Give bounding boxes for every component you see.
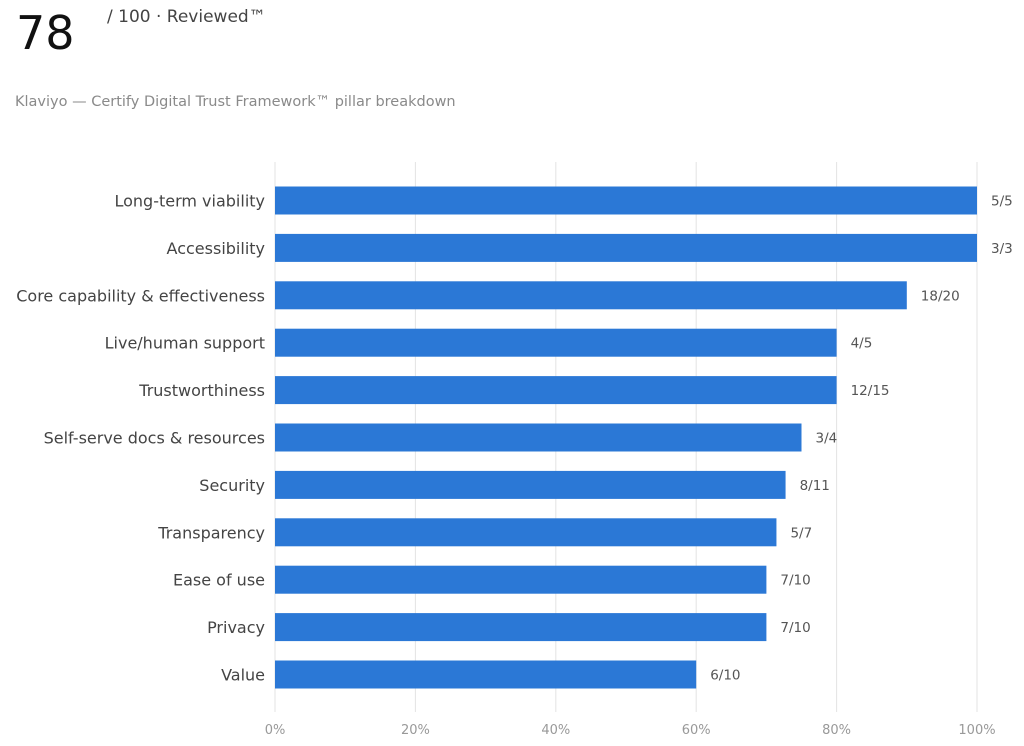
- bar: [275, 376, 837, 405]
- bar: [275, 328, 837, 357]
- x-tick-label: 100%: [958, 723, 995, 738]
- data-label: 18/20: [921, 288, 960, 304]
- bar: [275, 186, 977, 215]
- category-label: Core capability & effectiveness: [16, 286, 265, 305]
- bar: [275, 565, 767, 594]
- category-label: Value: [221, 666, 265, 685]
- category-label: Long-term viability: [114, 192, 265, 211]
- category-label: Accessibility: [167, 239, 265, 258]
- data-label: 3/3: [991, 241, 1013, 257]
- x-tick-label: 80%: [822, 723, 851, 738]
- bar: [275, 613, 767, 642]
- overall-score: 78: [16, 6, 75, 60]
- category-label: Privacy: [207, 618, 265, 637]
- data-label: 8/11: [800, 478, 830, 494]
- x-tick-label: 40%: [541, 723, 570, 738]
- bar: [275, 660, 697, 689]
- x-tick-label: 0%: [265, 723, 286, 738]
- data-label: 3/4: [816, 431, 838, 447]
- data-label: 12/15: [851, 383, 890, 399]
- bar: [275, 423, 802, 452]
- bar: [275, 281, 907, 310]
- bar: [275, 233, 977, 262]
- data-label: 5/5: [991, 194, 1013, 210]
- category-label: Security: [199, 476, 265, 495]
- data-label: 7/10: [780, 620, 810, 636]
- score-suffix: / 100 · Reviewed™: [107, 7, 266, 27]
- data-label: 5/7: [790, 525, 812, 541]
- x-tick-label: 60%: [682, 723, 711, 738]
- category-label: Ease of use: [173, 571, 265, 590]
- category-label: Transparency: [157, 523, 265, 542]
- chart-subtitle: Klaviyo — Certify Digital Trust Framewor…: [15, 94, 456, 110]
- data-label: 4/5: [851, 336, 873, 352]
- data-label: 6/10: [710, 668, 740, 684]
- category-label: Self-serve docs & resources: [44, 429, 265, 448]
- data-label: 7/10: [780, 573, 810, 589]
- category-label: Trustworthiness: [138, 381, 265, 400]
- bar: [275, 470, 786, 499]
- bar: [275, 518, 777, 547]
- category-label: Live/human support: [105, 334, 265, 353]
- x-tick-label: 20%: [401, 723, 430, 738]
